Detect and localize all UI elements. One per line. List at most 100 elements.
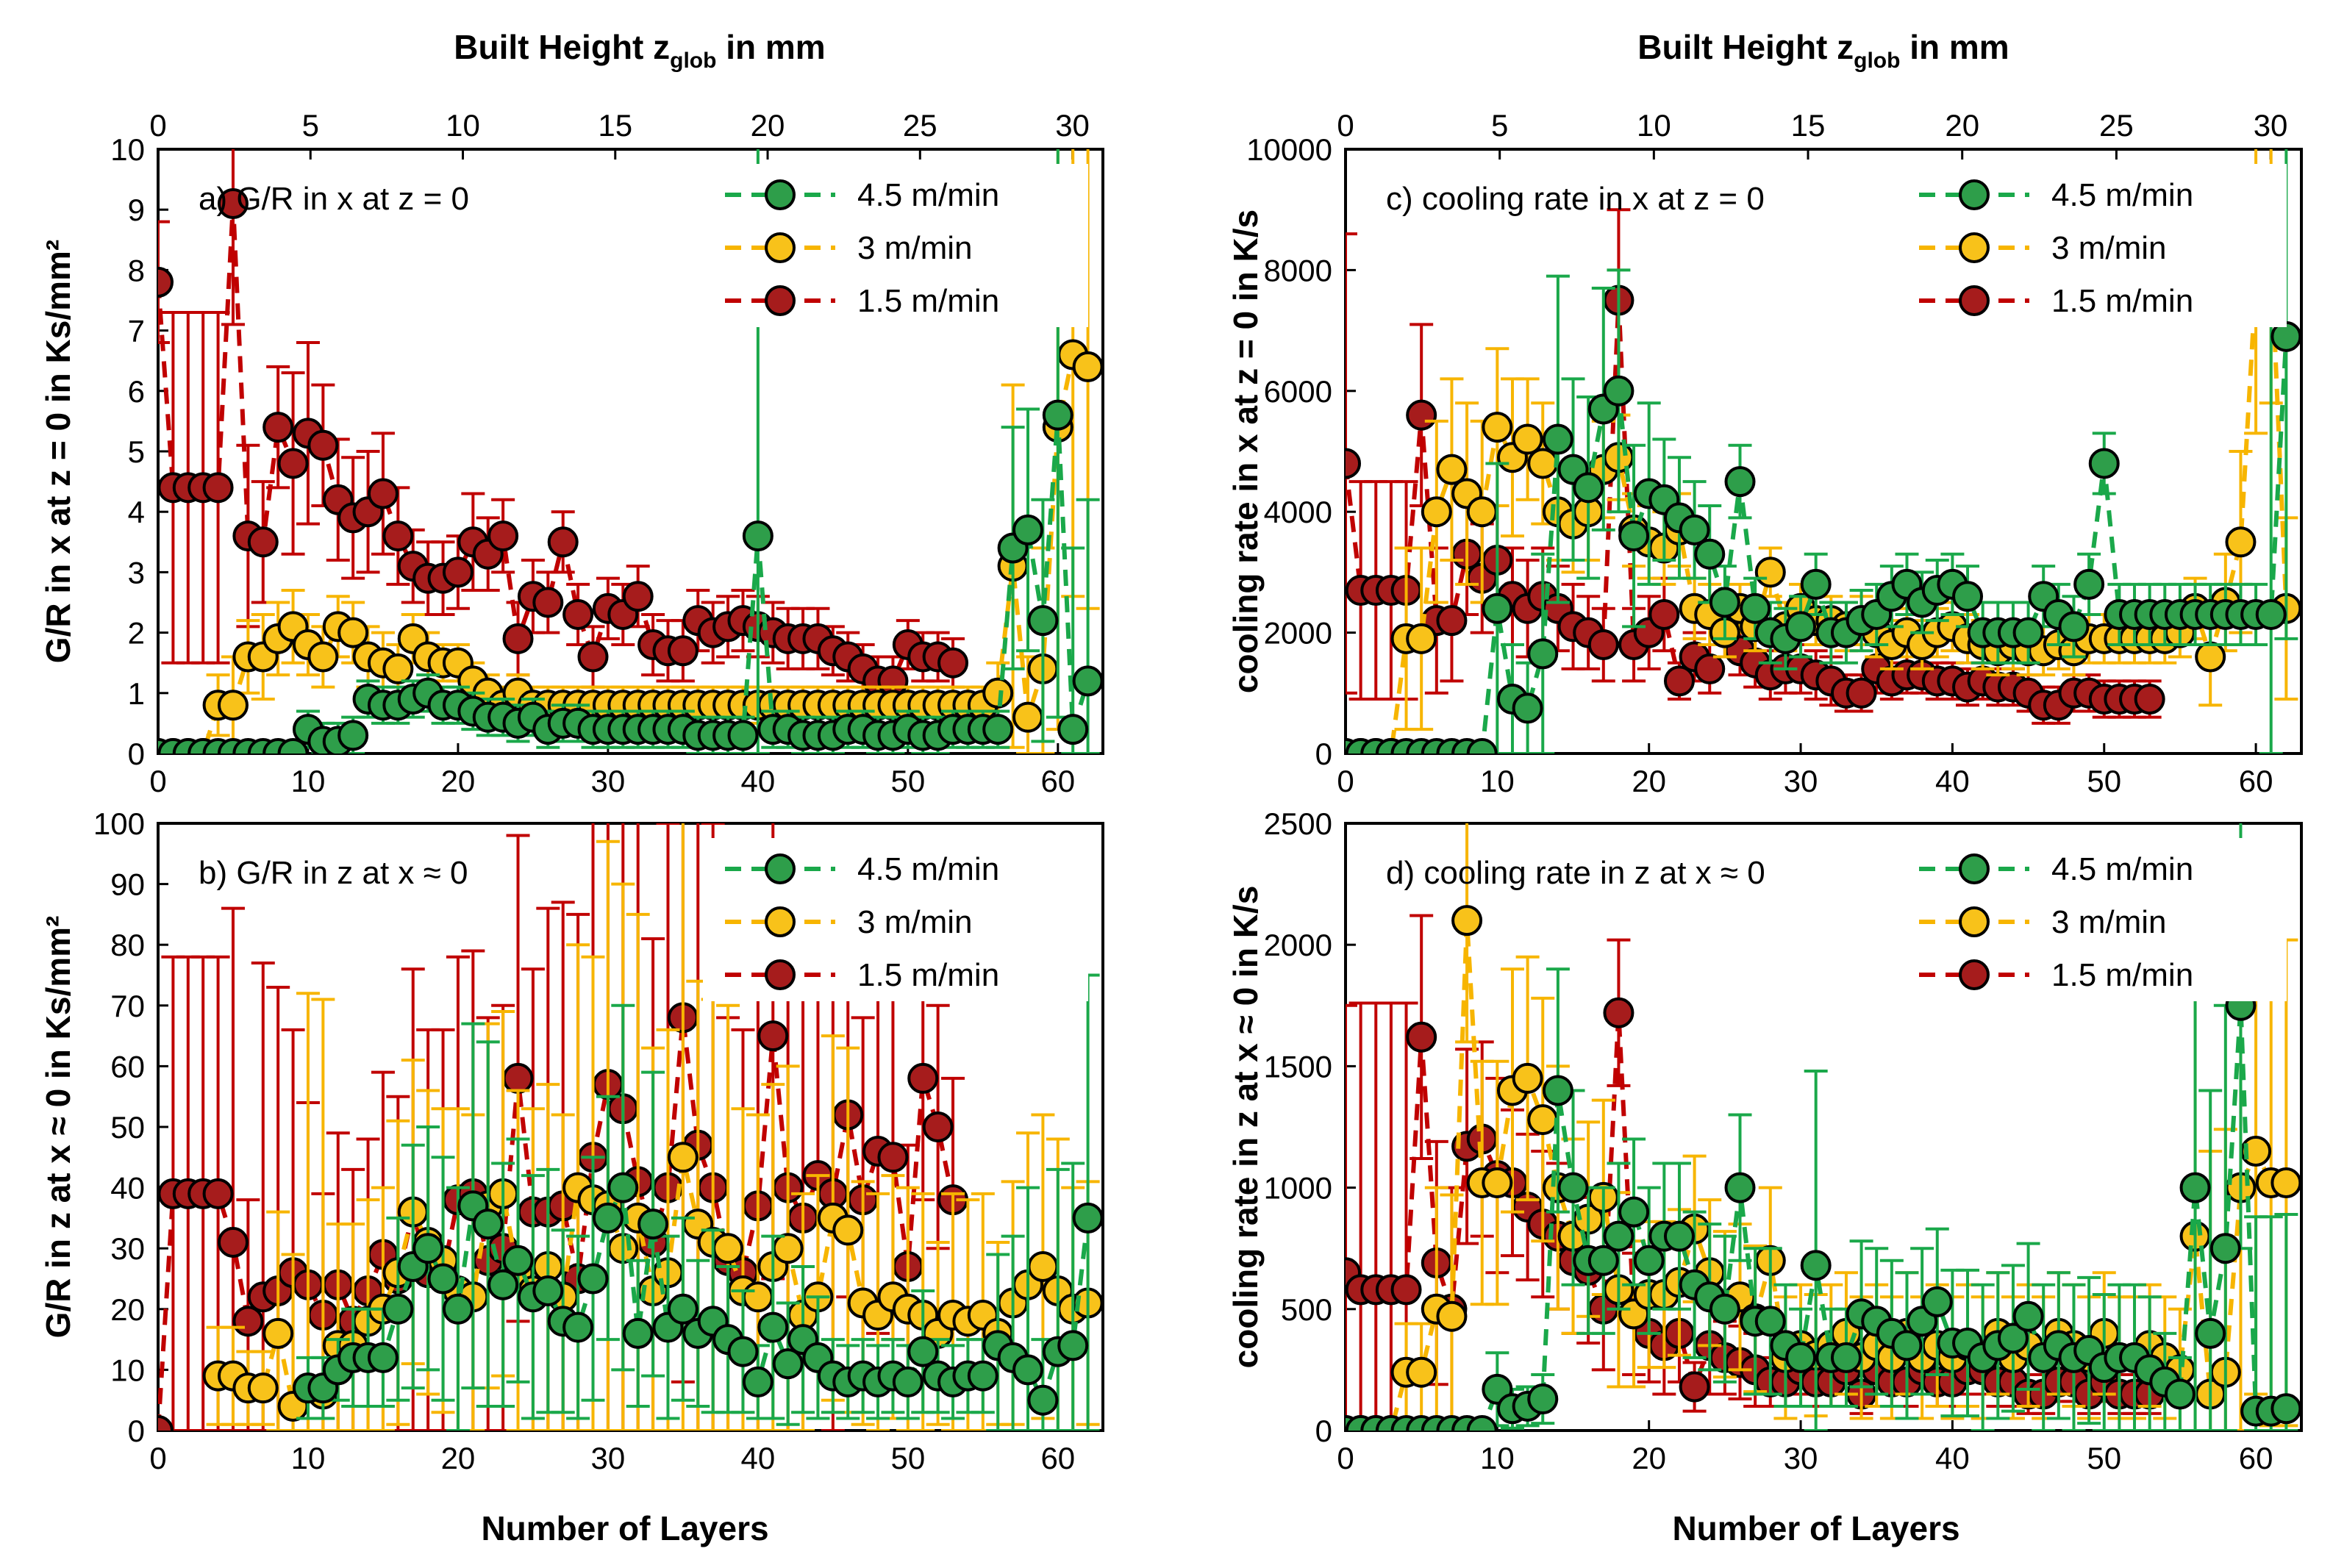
data-point <box>907 1336 939 1367</box>
data-point <box>1724 466 1756 498</box>
error-bar <box>1016 1186 1040 1431</box>
data-point <box>277 448 309 479</box>
data-point <box>1785 611 1817 642</box>
legend-entry: 3 m/min <box>857 230 972 266</box>
data-point <box>1057 714 1089 745</box>
data-point <box>1406 1356 1437 1388</box>
data-point <box>712 1233 744 1264</box>
legend-entry: 1.5 m/min <box>2051 957 2193 993</box>
x2-tick-label: 5 <box>302 108 319 143</box>
top-axis-title-right: Built Height zglob in mm <box>1637 28 2009 73</box>
data-point <box>1436 1300 1468 1332</box>
data-point <box>2271 1167 2301 1198</box>
x-tick-label: 20 <box>1632 1441 1666 1475</box>
panel-title: a) G/R in x at z = 0 <box>199 181 469 217</box>
data-point <box>877 1142 909 1173</box>
error-bar <box>1076 498 1100 753</box>
data-point <box>667 635 699 667</box>
legend-swatch-marker <box>1959 232 1990 263</box>
data-point <box>1573 472 1604 504</box>
data-point <box>2088 448 2120 479</box>
y-tick-label: 500 <box>1281 1292 1332 1327</box>
data-point <box>382 1293 414 1325</box>
data-point <box>1618 520 1650 552</box>
error-bar <box>1346 1003 1357 1431</box>
panel-b: 0 10 20 30 40 50 60 70 80 90 100 0 10 20 30 40 50 60 G/R i… <box>39 806 1104 1475</box>
legend-swatch-marker <box>765 179 796 210</box>
data-point <box>1436 605 1468 637</box>
legend: 4.5 m/min 3 m/min 1.5 m/min <box>1897 164 2287 327</box>
legend-entry: 3 m/min <box>857 904 972 940</box>
data-point <box>562 1311 594 1343</box>
error-bar <box>1346 232 1357 695</box>
x-tick-label: 30 <box>591 764 626 798</box>
data-point <box>2209 1233 2241 1264</box>
data-point <box>1694 538 1726 570</box>
data-point <box>307 429 339 461</box>
data-point <box>577 641 609 673</box>
panel-title: b) G/R in z at x ≈ 0 <box>199 855 468 891</box>
data-point <box>502 623 534 654</box>
panel-d: 0 500 1000 1500 2000 2500 0 10 20 30 40 50 60 cooling… <box>1226 806 2303 1475</box>
x-tick-label: 10 <box>1480 764 1515 798</box>
data-point <box>1754 1306 1786 1337</box>
y-tick-label: 10 <box>110 132 145 167</box>
x2-tick-label: 25 <box>903 108 937 143</box>
data-point <box>337 720 369 751</box>
data-point <box>502 1062 534 1094</box>
y-tick-label: 0 <box>1315 1414 1332 1448</box>
x2-tick-label: 10 <box>446 108 480 143</box>
bottom-axis-title-right: Number of Layers <box>1672 1509 1959 1547</box>
data-point <box>2195 641 2226 673</box>
data-point <box>277 738 309 753</box>
data-point <box>562 598 594 630</box>
data-point <box>1724 1172 1756 1203</box>
data-point <box>1436 454 1468 485</box>
y-axis-title: G/R in z at x ≈ 0 in Ks/mm² <box>39 916 77 1339</box>
y-tick-label: 0 <box>128 1414 145 1448</box>
data-point <box>1587 1245 1619 1276</box>
data-point <box>247 1372 279 1404</box>
data-point <box>742 1366 774 1397</box>
y-tick-label: 40 <box>110 1171 145 1206</box>
y-tick-label: 20 <box>110 1292 145 1327</box>
data-point <box>532 587 564 618</box>
data-point <box>1466 496 1498 528</box>
data-point <box>2012 1300 2044 1332</box>
data-point <box>907 1062 939 1094</box>
data-point <box>772 1233 804 1264</box>
data-point <box>2179 1172 2211 1203</box>
y-tick-label: 8000 <box>1264 253 1332 287</box>
series-red <box>1346 208 2165 725</box>
x-tick-label: 60 <box>2239 1441 2273 1475</box>
plot-area <box>1346 149 2301 753</box>
data-point <box>1633 1245 1665 1276</box>
y-tick-label: 90 <box>110 867 145 902</box>
data-point <box>2225 526 2257 558</box>
data-point <box>1663 665 1695 697</box>
x2-tick-label: 25 <box>2099 108 2134 143</box>
x2-tick-label: 5 <box>1491 108 1508 143</box>
data-point <box>1754 556 1786 588</box>
data-point <box>1603 1220 1634 1252</box>
series-green <box>1346 823 2301 1431</box>
y-axis-title: cooling rate in x at z = 0 in K/s <box>1226 210 1265 693</box>
panel-title: c) cooling rate in x at z = 0 <box>1386 181 1765 217</box>
data-point <box>2164 1378 2196 1410</box>
data-point <box>382 520 414 552</box>
data-point <box>1057 1330 1089 1361</box>
data-point <box>1800 1250 1832 1281</box>
data-point <box>1527 1383 1559 1415</box>
x2-tick-label: 0 <box>1337 108 1354 143</box>
data-point <box>202 472 234 504</box>
data-point <box>1785 1342 1817 1373</box>
legend-swatch-marker <box>765 853 796 884</box>
x2-tick-label: 30 <box>1055 108 1090 143</box>
data-point <box>577 1263 609 1295</box>
x-tick-label: 40 <box>1935 764 1970 798</box>
legend-swatch-marker <box>1959 285 1990 316</box>
data-point <box>2134 684 2165 715</box>
